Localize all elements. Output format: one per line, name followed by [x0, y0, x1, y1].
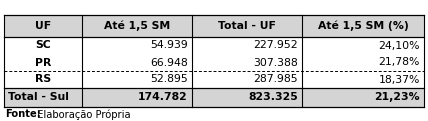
Text: 24,10%: 24,10%: [378, 41, 420, 50]
Bar: [192, 54, 302, 71]
Text: UF: UF: [35, 21, 51, 31]
Text: 307.388: 307.388: [253, 57, 298, 68]
Bar: [82, 88, 192, 107]
Text: Fonte:: Fonte:: [5, 109, 41, 119]
Bar: [302, 15, 424, 37]
Bar: [82, 71, 192, 88]
Bar: [82, 37, 192, 54]
Text: RS: RS: [35, 75, 51, 84]
Bar: [302, 71, 424, 88]
Text: 174.782: 174.782: [138, 92, 188, 102]
Text: 21,78%: 21,78%: [379, 57, 420, 68]
Bar: [192, 88, 302, 107]
Text: Até 1,5 SM (%): Até 1,5 SM (%): [318, 21, 408, 31]
Bar: [302, 88, 424, 107]
Text: 54.939: 54.939: [150, 41, 188, 50]
Bar: [4, 88, 82, 107]
Bar: [4, 54, 82, 71]
Bar: [4, 71, 82, 88]
Text: PR: PR: [35, 57, 51, 68]
Text: 227.952: 227.952: [253, 41, 298, 50]
Text: 66.948: 66.948: [150, 57, 188, 68]
Bar: [302, 54, 424, 71]
Bar: [302, 37, 424, 54]
Bar: [4, 37, 82, 54]
Bar: [192, 15, 302, 37]
Text: Elaboração Própria: Elaboração Própria: [34, 109, 131, 120]
Text: 823.325: 823.325: [248, 92, 298, 102]
Text: 52.895: 52.895: [150, 75, 188, 84]
Bar: [192, 71, 302, 88]
Text: SC: SC: [35, 41, 51, 50]
Bar: [4, 15, 82, 37]
Text: Total - Sul: Total - Sul: [8, 92, 69, 102]
Bar: [82, 15, 192, 37]
Text: 18,37%: 18,37%: [379, 75, 420, 84]
Text: 287.985: 287.985: [253, 75, 298, 84]
Bar: [82, 54, 192, 71]
Bar: [192, 37, 302, 54]
Text: 21,23%: 21,23%: [374, 92, 420, 102]
Text: Até 1,5 SM: Até 1,5 SM: [104, 21, 170, 31]
Text: Total - UF: Total - UF: [218, 21, 276, 31]
